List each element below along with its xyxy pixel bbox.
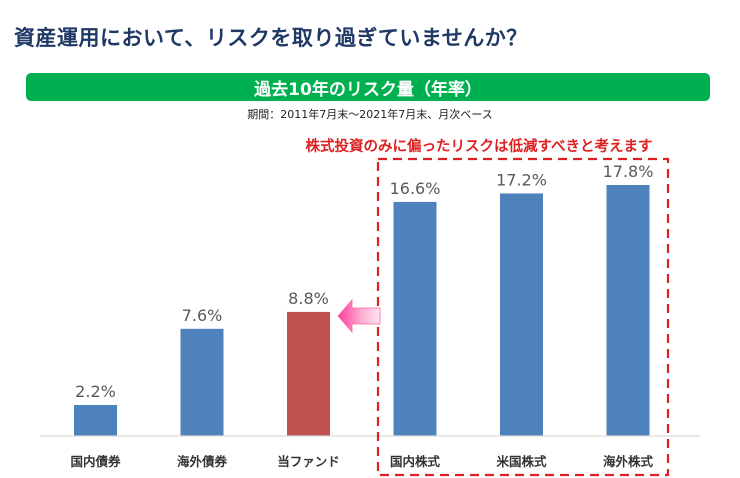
category-label-3: 当ファンド [277, 454, 340, 469]
value-label-1: 2.2% [75, 382, 116, 401]
category-label-6: 海外株式 [603, 454, 654, 469]
bar-5 [500, 193, 543, 436]
category-label-1: 国内債券 [70, 454, 121, 469]
bars-layer: 2.2% 国内債券 7.6% 海外債券 8.8% 当ファンド 16.6% 国内株式 17.2% 米… [70, 162, 653, 469]
bar-2 [180, 328, 224, 436]
page-title: 資産運用において、リスクを取り過ぎていませんか？ [14, 26, 528, 50]
risk-highlight-note: 株式投資のみに偏ったリスクは低減すべきと考えます [305, 139, 653, 155]
category-label-4: 国内株式 [390, 454, 441, 469]
arrow-left-icon [337, 298, 381, 334]
period-note: 期間：2011年7月末～2021年7月末、月次ベース [247, 108, 493, 121]
bar-3 [287, 311, 330, 436]
category-label-5: 米国株式 [495, 454, 547, 469]
value-label-3: 8.8% [288, 289, 329, 308]
value-label-2: 7.6% [182, 306, 223, 325]
value-label-6: 17.8% [603, 162, 654, 181]
category-label-2: 海外債券 [177, 454, 228, 469]
chart-banner: 過去10年のリスク量（年率） [26, 73, 710, 101]
value-label-4: 16.6% [390, 179, 441, 198]
value-label-5: 17.2% [496, 170, 547, 189]
bar-6 [606, 185, 650, 436]
bar-4 [393, 201, 437, 436]
bar-1 [74, 404, 117, 436]
